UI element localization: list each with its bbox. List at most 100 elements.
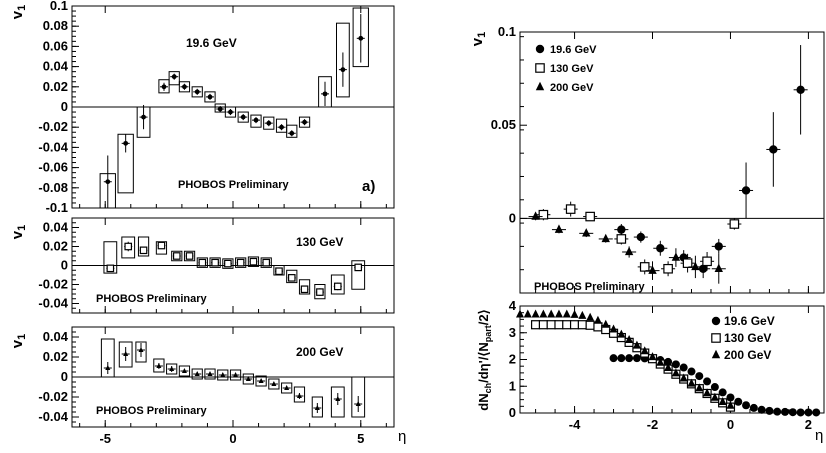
systematic-box bbox=[224, 106, 237, 118]
data-point bbox=[700, 251, 715, 271]
data-point bbox=[703, 377, 712, 386]
data-point bbox=[766, 112, 781, 187]
systematic-box bbox=[178, 365, 191, 377]
marker bbox=[316, 288, 324, 296]
marker bbox=[617, 225, 626, 234]
systematic-box bbox=[298, 279, 311, 295]
data-point bbox=[554, 320, 564, 330]
series bbox=[528, 211, 726, 284]
y-tick-label: 0.1 bbox=[50, 0, 68, 13]
data-point bbox=[217, 369, 229, 381]
data-point bbox=[191, 86, 203, 98]
data-point bbox=[598, 233, 613, 243]
y-tick-label: 3 bbox=[509, 325, 516, 340]
systematic-box bbox=[237, 111, 249, 123]
x-tick-label: 5 bbox=[357, 431, 364, 446]
marker bbox=[105, 365, 111, 370]
systematic-box bbox=[330, 274, 345, 295]
systematic-box bbox=[118, 341, 133, 368]
marker bbox=[333, 282, 342, 291]
marker bbox=[194, 371, 200, 376]
y-axis-label-sub: 1 bbox=[476, 32, 488, 38]
data-point bbox=[687, 367, 696, 376]
y-tick-label: 4 bbox=[509, 298, 517, 313]
data-point bbox=[311, 396, 323, 418]
marker bbox=[636, 232, 646, 242]
systematic-box bbox=[191, 86, 203, 98]
series bbox=[609, 354, 821, 417]
data-point bbox=[117, 133, 134, 194]
data-point bbox=[633, 231, 648, 243]
data-point bbox=[273, 265, 285, 276]
y-tick-label: -0.02 bbox=[38, 277, 68, 292]
systematic-box bbox=[155, 241, 168, 255]
data-point bbox=[351, 260, 366, 290]
data-point bbox=[536, 209, 551, 221]
y-tick-label: 0.04 bbox=[43, 220, 69, 235]
data-point bbox=[671, 368, 680, 377]
data-point bbox=[551, 224, 566, 234]
data-point bbox=[695, 372, 704, 381]
preliminary-label: PHOBOS Preliminary bbox=[96, 405, 208, 417]
marker bbox=[729, 219, 740, 229]
legend-marker bbox=[535, 44, 545, 54]
data-point bbox=[352, 7, 369, 68]
marker bbox=[171, 74, 177, 80]
data-point bbox=[710, 392, 719, 401]
y-axis-label: dNch/dη'/⟨Npart/2⟩ bbox=[476, 309, 493, 410]
data-point bbox=[570, 309, 579, 318]
data-point bbox=[204, 368, 216, 380]
marker bbox=[582, 228, 591, 237]
y-axis-label-main: v bbox=[9, 10, 26, 19]
marker bbox=[224, 259, 232, 268]
data-point bbox=[739, 162, 754, 219]
data-point bbox=[804, 408, 813, 417]
y-axis-label: v1 bbox=[9, 334, 28, 348]
y-tick-label: 0.05 bbox=[491, 117, 516, 132]
data-point bbox=[136, 104, 151, 138]
systematic-box bbox=[217, 369, 229, 381]
data-point bbox=[734, 397, 743, 406]
marker bbox=[796, 85, 805, 94]
systematic-box bbox=[204, 91, 216, 103]
data-point bbox=[577, 320, 587, 330]
data-point bbox=[585, 320, 595, 330]
marker bbox=[585, 211, 595, 222]
data-point bbox=[242, 373, 254, 385]
data-point bbox=[578, 310, 587, 319]
legend-label: 19.6 GeV bbox=[550, 44, 597, 56]
data-point bbox=[229, 369, 242, 381]
marker bbox=[124, 242, 133, 251]
y-tick-label: 2 bbox=[509, 352, 516, 367]
data-point bbox=[781, 407, 790, 416]
marker bbox=[538, 209, 549, 220]
data-point bbox=[168, 71, 180, 86]
data-point bbox=[710, 383, 719, 392]
marker bbox=[169, 366, 175, 371]
data-point bbox=[538, 320, 548, 330]
systematic-box bbox=[286, 124, 298, 138]
marker bbox=[284, 385, 290, 390]
data-point bbox=[727, 218, 742, 230]
marker bbox=[105, 179, 111, 185]
legend-label: 19.6 GeV bbox=[724, 314, 775, 328]
data-point bbox=[796, 408, 805, 417]
data-point bbox=[318, 76, 332, 108]
data-point bbox=[298, 116, 311, 128]
y-axis-label-sub: 1 bbox=[16, 334, 28, 340]
systematic-box bbox=[281, 382, 293, 394]
marker bbox=[565, 204, 576, 214]
systematic-box bbox=[293, 386, 306, 403]
data-point bbox=[171, 250, 183, 262]
marker bbox=[266, 120, 272, 126]
y-tick-label: -0.1 bbox=[46, 200, 68, 215]
data-point bbox=[637, 259, 652, 275]
marker bbox=[217, 106, 223, 112]
y-tick-label: 0 bbox=[61, 258, 68, 273]
systematic-box bbox=[196, 257, 208, 268]
marker bbox=[262, 258, 271, 267]
marker bbox=[106, 264, 115, 273]
data-point bbox=[711, 253, 726, 284]
data-point bbox=[178, 81, 191, 93]
marker bbox=[182, 84, 187, 90]
